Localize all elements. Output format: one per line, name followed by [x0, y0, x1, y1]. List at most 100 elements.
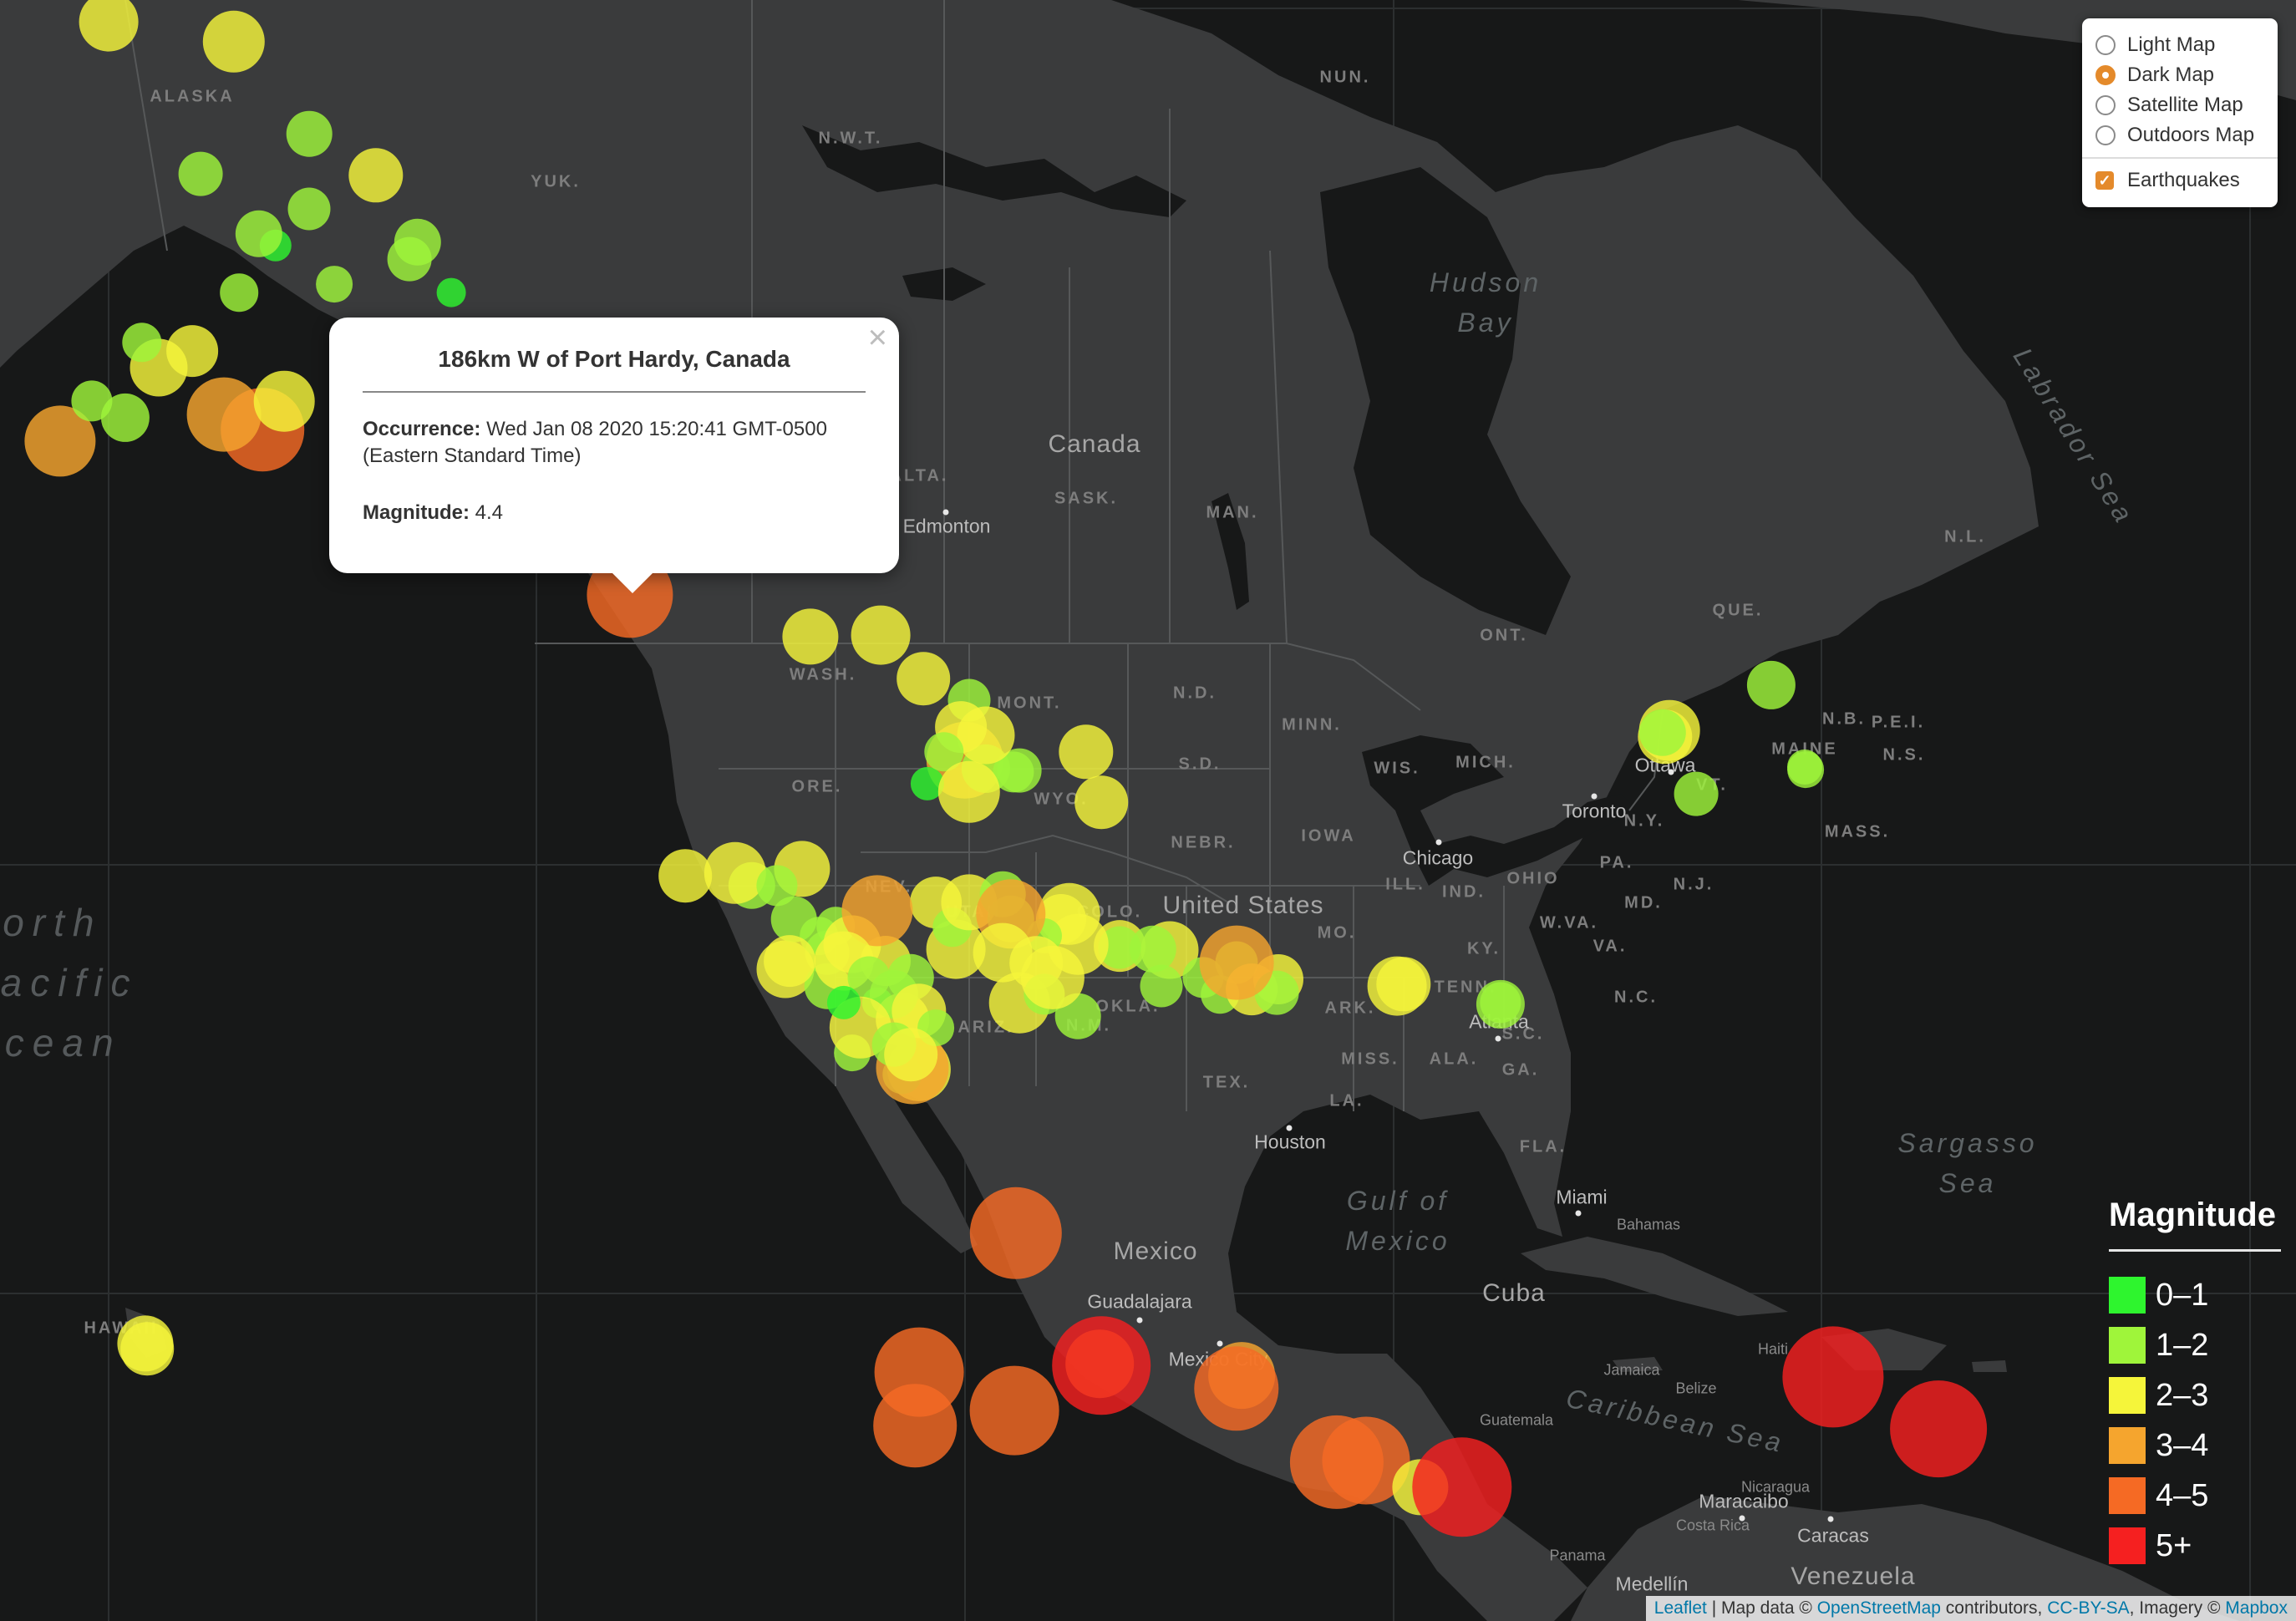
earthquake-marker[interactable]	[1020, 945, 1085, 1010]
map-attribution: Leaflet | Map data © OpenStreetMap contr…	[1645, 1596, 2296, 1621]
legend-label: 2–3	[2156, 1377, 2209, 1413]
popup-tip	[611, 572, 654, 593]
earthquake-marker[interactable]	[235, 210, 283, 258]
earthquake-marker[interactable]	[764, 935, 815, 987]
earthquake-marker[interactable]	[1782, 1326, 1884, 1428]
earthquake-marker[interactable]	[394, 218, 442, 267]
earthquake-marker[interactable]	[178, 151, 223, 196]
legend-title: Magnitude	[2109, 1197, 2281, 1252]
earthquake-marker[interactable]	[220, 273, 258, 312]
earthquake-marker[interactable]	[704, 841, 767, 905]
openstreetmap-link[interactable]: OpenStreetMap	[1816, 1598, 1941, 1618]
city-dot	[1435, 839, 1442, 846]
radio-icon[interactable]	[2095, 35, 2116, 55]
earthquake-marker[interactable]	[1140, 964, 1183, 1008]
legend-item: 3–4	[2109, 1420, 2281, 1471]
layer-control[interactable]: Light Map Dark Map Satellite Map Outdoor…	[2082, 18, 2278, 207]
popup-occurrence: Occurrence: Wed Jan 08 2020 15:20:41 GMT…	[363, 416, 866, 443]
arctic-channels-water	[802, 125, 1186, 217]
legend-swatch	[2109, 1377, 2146, 1414]
earthquake-marker[interactable]	[658, 849, 712, 902]
earthquake-marker[interactable]	[186, 377, 262, 452]
jamaica-land	[1613, 1357, 1663, 1372]
earthquake-marker[interactable]	[122, 323, 162, 363]
city-dot	[1136, 1317, 1143, 1324]
earthquake-marker[interactable]	[782, 608, 839, 665]
great-lakes-water	[1362, 735, 1638, 886]
earthquake-marker[interactable]	[826, 985, 861, 1020]
earthquake-marker[interactable]	[100, 393, 150, 443]
mapbox-link[interactable]: Mapbox	[2225, 1598, 2288, 1618]
earthquake-marker[interactable]	[1289, 1415, 1384, 1510]
earthquake-popup: × 186km W of Port Hardy, Canada Occurren…	[329, 318, 899, 593]
popup-magnitude-label: Magnitude:	[363, 501, 470, 524]
earthquake-marker[interactable]	[1052, 1316, 1151, 1415]
earthquake-marker[interactable]	[202, 10, 266, 74]
legend-label: 1–2	[2156, 1327, 2209, 1363]
legend-label: 3–4	[2156, 1427, 2209, 1463]
popup-magnitude: Magnitude: 4.4	[363, 500, 866, 526]
earthquake-marker[interactable]	[348, 148, 404, 203]
layer-option-label: Outdoors Map	[2127, 124, 2255, 146]
earthquake-marker[interactable]	[874, 1327, 964, 1417]
earthquake-marker[interactable]	[937, 760, 1001, 824]
radio-checked-icon[interactable]	[2095, 65, 2116, 85]
earthquake-marker[interactable]	[1890, 1380, 1987, 1477]
leaflet-link[interactable]: Leaflet	[1653, 1598, 1707, 1618]
earthquake-marker[interactable]	[1074, 775, 1128, 829]
earthquake-marker[interactable]	[1194, 1346, 1279, 1431]
earthquake-marker[interactable]	[1476, 979, 1526, 1029]
layer-option-satellite-map[interactable]: Satellite Map	[2095, 90, 2264, 120]
city-dot	[1827, 1516, 1834, 1522]
earthquake-marker[interactable]	[120, 1322, 174, 1375]
city-dot	[1575, 1210, 1582, 1217]
earthquake-marker[interactable]	[1638, 709, 1687, 757]
earthquake-marker[interactable]	[1199, 925, 1274, 1000]
earthquake-marker[interactable]	[957, 706, 1015, 765]
earthquake-marker[interactable]	[79, 0, 139, 52]
earthquake-marker[interactable]	[969, 1365, 1059, 1456]
puerto-rico-land	[1972, 1360, 2007, 1372]
radio-icon[interactable]	[2095, 95, 2116, 115]
earthquake-marker[interactable]	[1129, 925, 1177, 973]
license-link[interactable]: CC-BY-SA	[2047, 1598, 2130, 1618]
earthquake-marker[interactable]	[316, 266, 353, 302]
earthquake-marker[interactable]	[851, 605, 911, 665]
layer-option-outdoors-map[interactable]: Outdoors Map	[2095, 120, 2264, 150]
earthquake-marker[interactable]	[969, 1187, 1063, 1280]
earthquake-marker[interactable]	[436, 277, 466, 307]
checkbox-checked-icon[interactable]: ✓	[2095, 171, 2114, 190]
earthquake-marker[interactable]	[1746, 660, 1796, 710]
overlay-option-earthquakes[interactable]: ✓ Earthquakes	[2095, 165, 2264, 196]
popup-divider	[363, 391, 866, 393]
magnitude-legend: Magnitude 0–1 1–2 2–3 3–4 4–5 5+	[2109, 1197, 2281, 1571]
earthquake-marker[interactable]	[253, 370, 315, 432]
earthquake-marker[interactable]	[1367, 956, 1427, 1016]
earthquake-marker[interactable]	[897, 652, 950, 705]
south-america-land	[1571, 1496, 2239, 1621]
legend-item: 2–3	[2109, 1370, 2281, 1420]
layer-control-separator	[2082, 157, 2278, 159]
layer-option-light-map[interactable]: Light Map	[2095, 30, 2264, 60]
popup-close-button[interactable]: ×	[867, 319, 887, 356]
popup-occurrence-tz: (Eastern Standard Time)	[363, 445, 582, 467]
cuba-land	[1521, 1237, 1788, 1316]
earthquake-marker[interactable]	[287, 187, 331, 231]
radio-icon[interactable]	[2095, 125, 2116, 145]
hudson-bay-water	[1320, 167, 1571, 635]
earthquake-marker[interactable]	[1787, 751, 1824, 788]
city-dot	[1591, 793, 1598, 800]
layer-option-dark-map[interactable]: Dark Map	[2095, 60, 2264, 90]
city-dot	[1739, 1515, 1745, 1522]
earthquake-marker[interactable]	[286, 110, 333, 157]
layer-option-label: Satellite Map	[2127, 94, 2243, 116]
layer-option-label: Dark Map	[2127, 64, 2215, 86]
earthquake-marker[interactable]	[1412, 1437, 1512, 1537]
city-dot	[1217, 1340, 1223, 1347]
earthquake-marker[interactable]	[1674, 771, 1719, 816]
earthquake-marker[interactable]	[884, 1028, 937, 1081]
legend-label: 0–1	[2156, 1277, 2209, 1313]
earthquake-marker[interactable]	[1059, 724, 1114, 780]
legend-label: 5+	[2156, 1527, 2192, 1563]
